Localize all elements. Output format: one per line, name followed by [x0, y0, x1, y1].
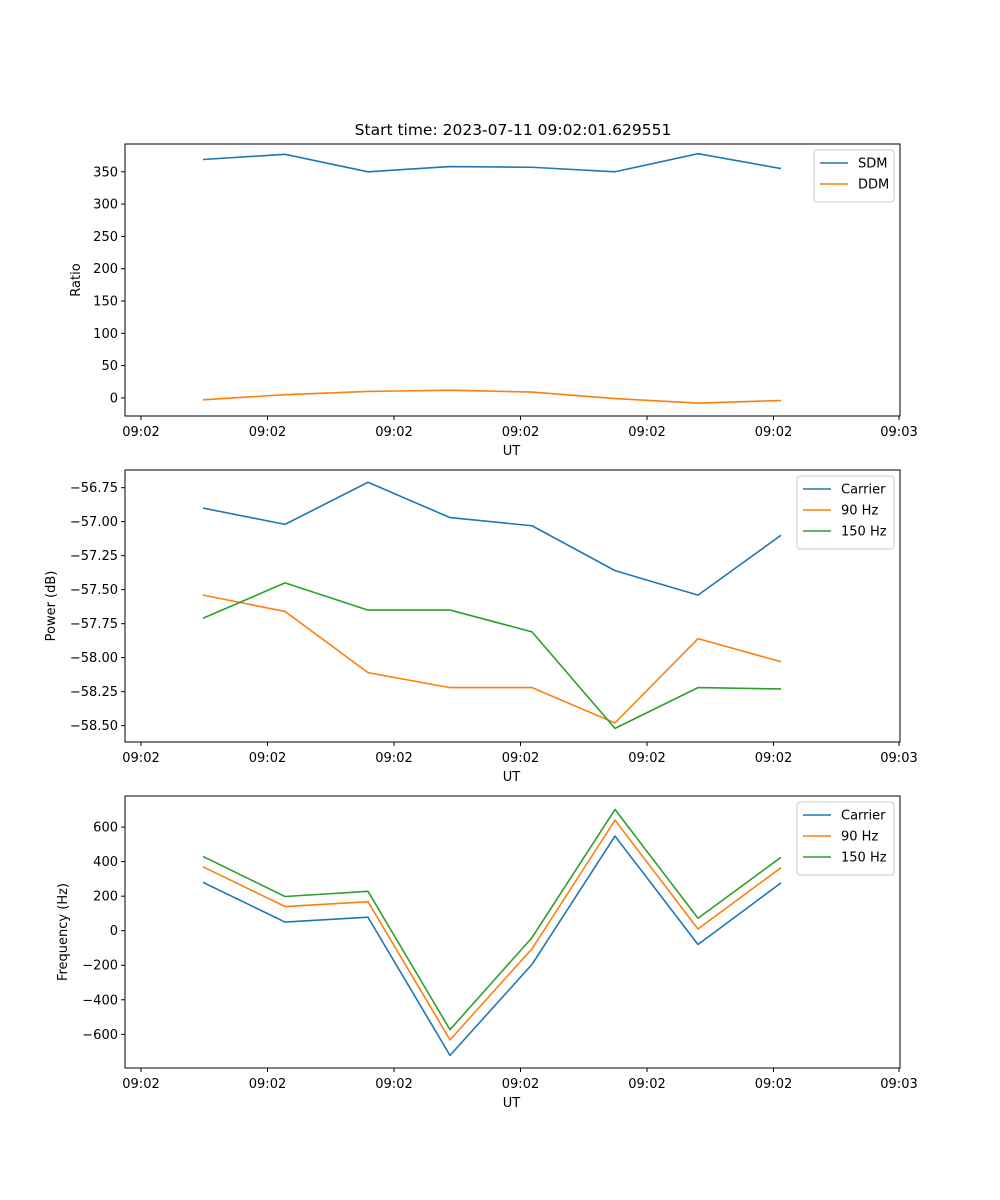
y-tick-label: −200: [82, 959, 118, 974]
y-tick-label: 300: [93, 198, 118, 213]
x-tick-label: 09:02: [249, 751, 286, 766]
y-tick-label: 250: [93, 230, 118, 245]
x-axis-label: UT: [503, 444, 521, 459]
y-tick-label: −56.75: [70, 481, 118, 496]
y-tick-label: −58.25: [70, 685, 118, 700]
x-axis-label: UT: [503, 770, 521, 785]
legend-label: Carrier: [841, 483, 886, 498]
x-tick-label: 09:02: [502, 425, 539, 440]
y-tick-label: 350: [93, 165, 118, 180]
legend-label: 90 Hz: [841, 830, 878, 845]
legend-label: DDM: [858, 178, 889, 193]
series-line-carrier: [202, 835, 782, 1057]
x-tick-label: 09:02: [375, 425, 412, 440]
x-tick-label: 09:02: [249, 425, 286, 440]
plot-area-frame: [124, 795, 901, 1069]
legend-label: 150 Hz: [841, 525, 887, 540]
chart-title: Start time: 2023-07-11 09:02:01.629551: [355, 121, 672, 139]
x-tick-label: 09:02: [249, 1077, 286, 1092]
y-tick-label: 400: [93, 855, 118, 870]
chart-2: −58.50 −58.25 −58.00 −57.75 −57.50 −57.25 −57.…: [44, 469, 918, 785]
x-tick-label: 09:02: [628, 1077, 665, 1092]
x-tick-label: 09:02: [122, 425, 159, 440]
x-tick-label: 09:03: [880, 751, 917, 766]
series-line-ddm: [202, 389, 782, 404]
x-tick-label: 09:02: [375, 1077, 412, 1092]
legend-label: SDM: [858, 157, 887, 172]
y-tick-label: −57.75: [70, 617, 118, 632]
y-tick-label: −58.50: [70, 719, 118, 734]
series-line-150-hz: [202, 582, 782, 730]
x-tick-label: 09:02: [755, 425, 792, 440]
y-axis-label: Frequency (Hz): [56, 883, 71, 981]
y-tick-label: 0: [110, 924, 118, 939]
x-tick-label: 09:03: [880, 425, 917, 440]
y-tick-label: −57.25: [70, 549, 118, 564]
legend-label: 90 Hz: [841, 504, 878, 519]
y-tick-label: 0: [110, 391, 118, 406]
y-tick-label: 600: [93, 821, 118, 836]
series-line-90-hz: [202, 819, 782, 1041]
y-tick-label: 50: [101, 359, 118, 374]
series-line-sdm: [202, 152, 782, 173]
x-tick-label: 09:02: [122, 1077, 159, 1092]
x-tick-label: 09:02: [375, 751, 412, 766]
series-line-carrier: [202, 481, 782, 596]
x-tick-label: 09:02: [628, 751, 665, 766]
y-tick-label: 200: [93, 890, 118, 905]
chart-1: 0 50 100 150 200 250 300 350 09:02 09:02 09:02 09:0…: [69, 121, 918, 459]
plot-area-frame: [124, 469, 901, 743]
x-tick-label: 09:02: [628, 425, 665, 440]
y-tick-label: 100: [93, 327, 118, 342]
y-tick-label: 150: [93, 294, 118, 309]
y-tick-label: −57.00: [70, 515, 118, 530]
y-tick-label: −57.50: [70, 583, 118, 598]
y-tick-label: 200: [93, 262, 118, 277]
legend-label: 150 Hz: [841, 851, 887, 866]
legend: Carrier 90 Hz 150 Hz: [796, 475, 895, 550]
x-axis-label: UT: [503, 1096, 521, 1111]
x-tick-label: 09:02: [502, 1077, 539, 1092]
x-tick-label: 09:03: [880, 1077, 917, 1092]
y-tick-label: −400: [82, 993, 118, 1008]
legend-label: Carrier: [841, 809, 886, 824]
y-tick-label: −600: [82, 1028, 118, 1043]
plot-area-frame: [124, 143, 901, 417]
x-tick-label: 09:02: [755, 1077, 792, 1092]
x-tick-label: 09:02: [122, 751, 159, 766]
chart-3: −600 −400 −200 0 200 400 600 09:02 09:02 09:02 09:…: [56, 795, 918, 1111]
x-tick-label: 09:02: [755, 751, 792, 766]
y-axis-label: Power (dB): [44, 571, 59, 642]
x-tick-label: 09:02: [502, 751, 539, 766]
y-tick-label: −58.00: [70, 651, 118, 666]
series-line-150-hz: [202, 808, 782, 1031]
y-axis-label: Ratio: [69, 263, 84, 296]
legend: SDM DDM: [813, 149, 895, 203]
legend: Carrier 90 Hz 150 Hz: [796, 801, 895, 876]
series-line-90-hz: [202, 594, 782, 724]
